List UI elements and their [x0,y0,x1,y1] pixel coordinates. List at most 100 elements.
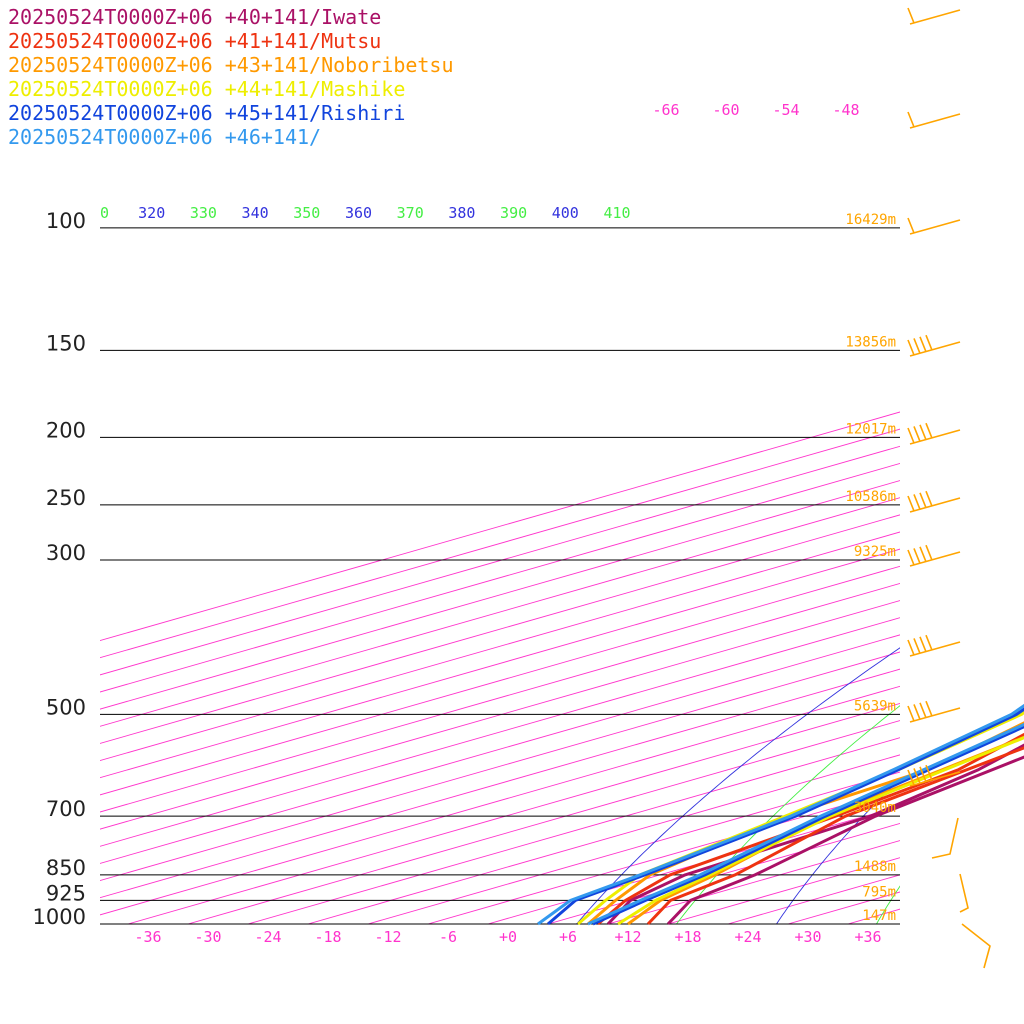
wind-barb [907,544,961,567]
wind-barb [907,764,961,787]
wind-barb-flag [919,546,927,563]
wind-barb-flag [919,702,927,719]
wind-barb [959,873,969,913]
isotherm-line [100,582,900,813]
theta-label: 350 [293,204,320,222]
wind-barb-flag [919,336,927,353]
series-1 [597,732,1024,926]
temperature-line [666,755,1024,926]
wind-barb-flag [913,548,921,564]
pressure-label: 150 [46,331,86,355]
theta-label: 360 [345,204,372,222]
isotherm-line [487,805,900,924]
wind-barb-staff [909,9,961,25]
wind-barb-staff [909,219,961,235]
wind-barb-flag [907,769,915,786]
theta-label: 330 [190,204,217,222]
isotherm-line [427,788,900,924]
mixing-ratio-label: -54 [772,101,799,119]
wind-barb-staff [909,771,961,787]
theta-label: 410 [603,204,630,222]
wind-barb [907,490,961,513]
wind-barb-flag [907,549,915,566]
dewpoint-line [597,732,1024,926]
temperature-tick-label: +24 [734,928,761,946]
wind-barb-flag [919,424,927,441]
isotherm-line [127,702,900,924]
temperature-tick-label: -36 [134,928,161,946]
theta-label: 370 [397,204,424,222]
wind-barb-flag [925,334,933,351]
wind-barb-staff [909,641,961,657]
wind-barb [931,817,959,859]
mixing-ratio-label: -48 [832,101,859,119]
isotherm-line [100,651,900,882]
isotherm-line [908,228,1024,924]
dry-adiabat-line [676,705,900,924]
temperature-line [587,722,1024,926]
temperature-tick-label: +18 [674,928,701,946]
wind-barb-flag [925,422,933,439]
height-label: 9325m [854,544,896,560]
theta-label: 320 [138,204,165,222]
wind-barb-staff [909,113,961,129]
isobar-layer [100,227,900,925]
wind-barb-staff [909,341,961,357]
pressure-label: 925 [46,881,86,905]
wind-barb-staff [909,551,961,567]
pressure-label: 700 [46,797,86,821]
legend-entry-iwate: 20250524T0000Z+06 +40+141/Iwate [8,5,382,29]
height-label: 147m [862,908,896,924]
wind-barb-flag [919,492,927,509]
wind-barb-staff [909,429,961,445]
wind-barb-staff [909,707,961,723]
height-label: 5639m [854,698,896,714]
height-label: 13856m [845,334,896,350]
legend-entry-rishiri: 20250524T0000Z+06 +45+141/Rishiri [8,101,406,125]
wind-barb [907,111,961,129]
legend-entry-mashike: 20250524T0000Z+06 +44+141/Mashike [8,77,406,101]
isotherm-line [100,462,900,693]
wind-barb-flag [907,339,915,356]
temperature-tick-label: -24 [254,928,281,946]
series-5 [537,703,1024,926]
wind-barb-flag [913,426,921,442]
wind-barb-flag [913,494,921,510]
temperature-tick-label: -18 [314,928,341,946]
height-label: 12017m [845,421,896,437]
temperature-tick-label: +6 [559,928,577,946]
isotherm-line [667,857,900,924]
wind-barb [907,700,961,723]
isotherm-line [187,720,900,924]
isotherm-line [100,634,900,864]
wind-barb-flag [907,427,915,444]
temperature-tick-label: -30 [194,928,221,946]
wind-barb-flag [907,495,915,512]
pressure-label: 500 [46,695,86,719]
series-4 [547,707,1024,926]
wind-barb-flag [913,338,921,354]
temperature-line [592,725,1024,926]
isotherm-line [100,617,900,847]
isotherm-line [100,411,900,642]
temperature-tick-label: -6 [439,928,457,946]
temperature-tick-label: +30 [794,928,821,946]
isotherm-line [100,514,900,744]
series-3 [577,710,1024,926]
wind-barb [907,217,961,235]
wind-barb-flag [913,704,921,720]
isotherm-line [307,754,900,924]
wind-barb-staff [931,817,959,859]
height-label: 1488m [854,859,896,875]
theta-label: 340 [242,204,269,222]
pressure-label: 200 [46,418,86,442]
isotherm-line [100,480,900,710]
wind-barb-flag [925,634,933,651]
wind-barb-flag [925,764,933,781]
dewpoint-line [537,703,1024,926]
isotherm-line [847,908,900,924]
wind-barb-flag [925,544,933,561]
dewpoint-line [547,707,1024,926]
wind-barb-layer [907,7,991,969]
